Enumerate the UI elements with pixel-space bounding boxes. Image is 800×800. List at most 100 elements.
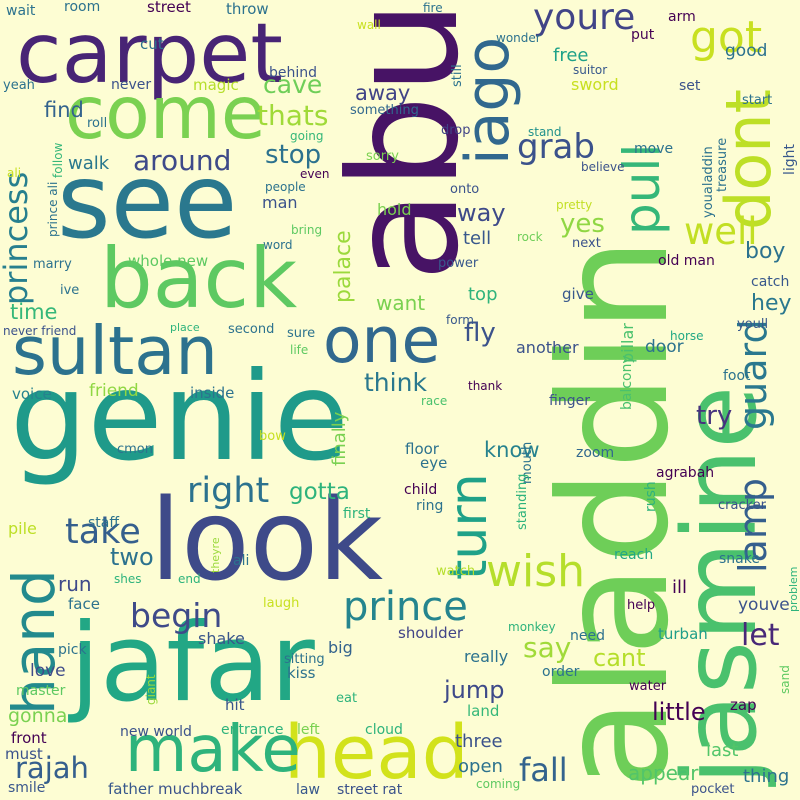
word-ali: ali — [233, 553, 250, 569]
word-take: take — [65, 512, 141, 552]
word-prince-ali: prince ali — [46, 181, 60, 237]
word-laugh: laugh — [263, 596, 300, 611]
word-suitor: suitor — [573, 63, 608, 77]
word-never: never — [111, 77, 152, 93]
word-move: move — [634, 141, 674, 157]
word-cut: cut — [140, 35, 164, 53]
word-zap: zap — [730, 696, 757, 714]
word-around: around — [133, 144, 232, 177]
word-last: last — [706, 740, 739, 761]
word-shes: shes — [114, 572, 142, 586]
word-yes: yes — [560, 209, 605, 239]
word-run: run — [58, 572, 92, 596]
word-father: father — [108, 780, 154, 798]
word-jump: jump — [444, 676, 505, 704]
word-cracker: cracker — [718, 498, 767, 513]
word-want: want — [376, 291, 426, 315]
word-water: water — [629, 679, 667, 694]
word-foot: foot — [723, 368, 751, 384]
word-jafar: jafar — [70, 601, 315, 726]
word-pocket: pocket — [691, 782, 735, 797]
word-street-rat: street rat — [337, 782, 403, 798]
word-smile: smile — [8, 780, 46, 796]
word-princess: princess — [0, 171, 35, 305]
word-stop: stop — [265, 140, 322, 170]
word-help: help — [627, 598, 656, 613]
word-hold: hold — [377, 200, 412, 219]
word-people: people — [265, 180, 306, 194]
word-make: make — [125, 713, 301, 787]
word-try: try — [696, 401, 733, 431]
word-grab: grab — [517, 127, 595, 167]
word-drop: drop — [441, 123, 471, 138]
word-give: give — [562, 285, 594, 303]
word-prince: prince — [343, 584, 468, 630]
word-sword: sword — [571, 75, 619, 94]
word-life: life — [290, 343, 309, 357]
word-ring: ring — [416, 498, 444, 514]
word-door: door — [645, 337, 684, 357]
word-way: way — [457, 199, 506, 227]
word-power: power — [438, 256, 479, 271]
word-giant: giant — [144, 674, 158, 705]
word-light: light — [782, 143, 798, 175]
word-snake: snake — [719, 551, 760, 567]
word-bow: bow — [259, 429, 286, 444]
word-watch: watch — [436, 564, 476, 579]
word-stand: stand — [528, 125, 562, 139]
word-going: going — [290, 129, 324, 143]
word-put: put — [631, 27, 655, 43]
word-rock: rock — [517, 230, 543, 244]
word-kiss: kiss — [287, 664, 316, 682]
word-set: set — [679, 78, 701, 94]
word-word: word — [263, 238, 293, 252]
word-land: land — [467, 702, 500, 720]
word-really: really — [464, 647, 509, 666]
word-something: something — [350, 103, 419, 118]
word-ali: ali — [7, 166, 22, 180]
word-say: say — [523, 631, 572, 664]
word-begin: begin — [130, 596, 223, 635]
word-behind: behind — [269, 65, 318, 81]
word-top: top — [468, 284, 498, 305]
word-muchbreak: muchbreak — [158, 780, 243, 798]
word-thats: thats — [257, 99, 329, 132]
word-fall: fall — [519, 751, 568, 789]
word-little: little — [652, 698, 706, 726]
word-rajah: rajah — [15, 751, 89, 785]
word-voice: voice — [12, 385, 52, 403]
word-iago: iago — [453, 36, 523, 165]
word-sand: sand — [778, 665, 792, 694]
word-man: man — [262, 193, 298, 212]
word-even: even — [300, 167, 330, 181]
word-shake: shake — [198, 629, 245, 648]
word-theyre: theyre — [209, 537, 222, 573]
word-zoom: zoom — [576, 445, 615, 461]
word-cloud: cloud — [365, 722, 403, 738]
word-eye: eye — [420, 454, 448, 472]
word-next: next — [572, 236, 601, 251]
word-room: room — [64, 0, 101, 15]
word-pick: pick — [58, 642, 87, 658]
word-back: back — [100, 230, 298, 327]
word-reach: reach — [614, 547, 654, 563]
word-thing: thing — [743, 766, 790, 787]
word-master: master — [16, 683, 66, 699]
word-street: street — [147, 0, 191, 16]
word-youll: youll — [737, 317, 769, 332]
word-finger: finger — [549, 393, 590, 409]
word-think: think — [364, 368, 427, 397]
word-monkey: monkey — [508, 620, 556, 634]
word-head: head — [284, 710, 469, 796]
word-end: end — [178, 572, 201, 586]
word-carpet: carpet — [16, 5, 283, 102]
word-roll: roll — [87, 116, 108, 131]
word-entrance: entrance — [221, 722, 284, 738]
word-must: must — [5, 745, 43, 763]
word-ill: ill — [672, 577, 688, 598]
word-look: look — [150, 476, 384, 606]
word-ive: ive — [60, 283, 80, 298]
word-three: three — [455, 731, 503, 752]
word-turban: turban — [658, 625, 708, 643]
word-big: big — [328, 638, 353, 657]
